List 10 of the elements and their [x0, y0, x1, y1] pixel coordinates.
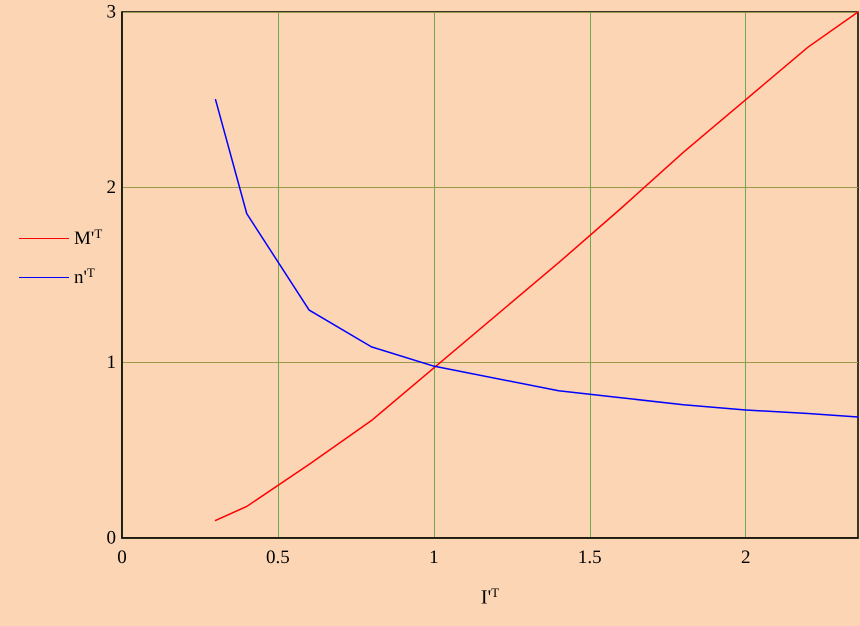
y-tick-label: 2 — [106, 176, 116, 198]
x-tick-label: 1 — [429, 547, 439, 568]
y-tick-label: 1 — [106, 352, 116, 374]
x-tick-label: 2 — [740, 547, 750, 568]
y-tick-label: 3 — [106, 2, 116, 22]
x-tick-label: 1.5 — [578, 547, 602, 568]
line-series — [214, 98, 859, 418]
line-series — [214, 11, 859, 522]
x-tick-label: 0.5 — [266, 547, 290, 568]
y-tick-label: 0 — [106, 528, 116, 548]
